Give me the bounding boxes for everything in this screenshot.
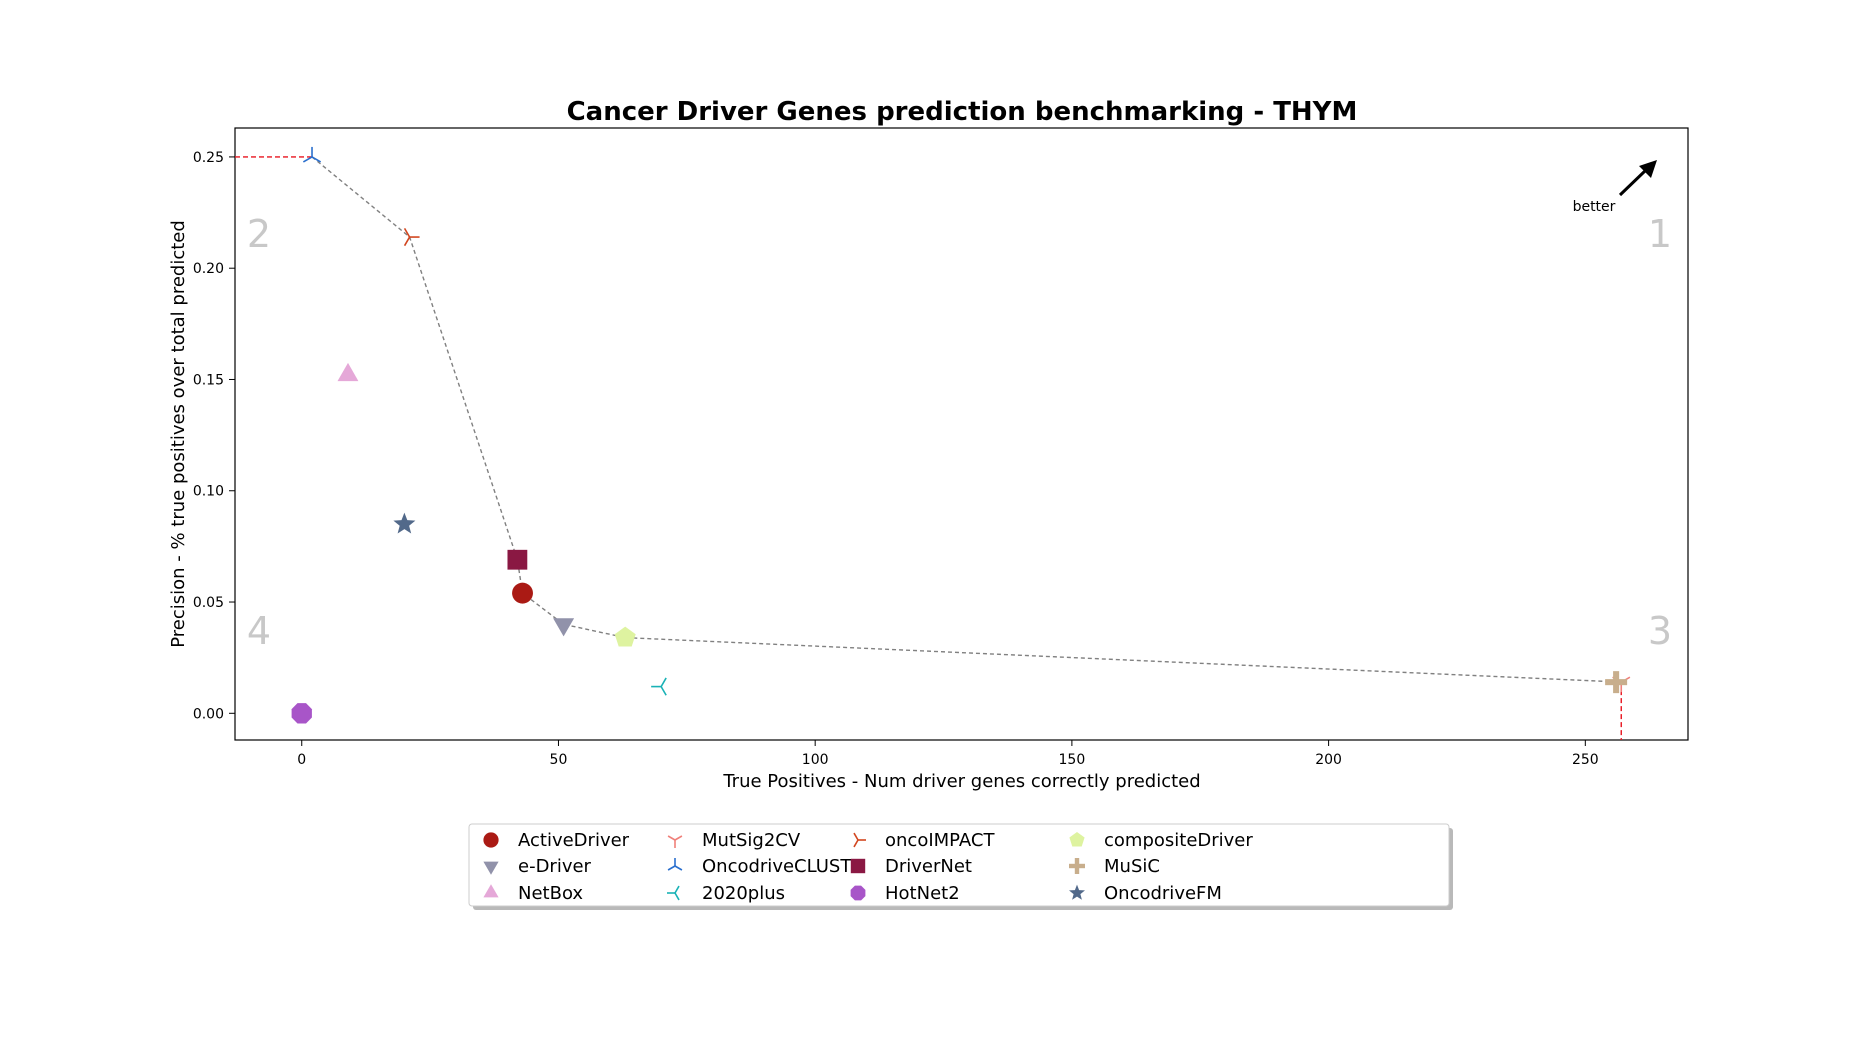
y-axis: 0.00 0.05 0.10 0.15 0.20 0.25 (193, 150, 235, 722)
x-tick-label: 250 (1572, 752, 1599, 768)
legend-label: MutSig2CV (702, 830, 801, 851)
quadrant-label-2: 2 (247, 212, 271, 256)
legend-label: e-Driver (518, 856, 592, 877)
legend-marker-e-driver (483, 861, 499, 875)
point-2020plus (651, 677, 667, 696)
plot-area (234, 127, 1689, 741)
y-tick-label: 0.20 (193, 261, 224, 277)
point-oncoimpact (403, 227, 420, 247)
pareto-front (311, 156, 1622, 683)
legend-marker-oncodrivefm (1069, 884, 1085, 900)
pareto-line (311, 156, 1622, 683)
y-tick-label: 0.25 (193, 150, 224, 166)
y-tick-label: 0.05 (193, 595, 224, 611)
legend-marker-oncoimpact (853, 832, 866, 848)
quadrant-label-4: 4 (247, 609, 271, 653)
legend: ActiveDriver e-Driver NetBox MutSig2CV Oncod… (468, 823, 1453, 910)
x-axis-label: True Positives - Num driver genes correc… (722, 771, 1200, 792)
legend-label: HotNet2 (885, 883, 960, 904)
legend-label: MuSiC (1104, 856, 1160, 877)
x-axis: 0 50 100 150 200 250 (297, 740, 1599, 768)
point-compositedriver (614, 626, 636, 647)
point-hotnet2 (291, 703, 312, 724)
legend-marker-oncodriveclust (667, 858, 683, 871)
point-activedriver (512, 582, 533, 604)
quadrant-label-1: 1 (1648, 212, 1672, 256)
x-tick-label: 150 (1059, 752, 1086, 768)
x-tick-label: 0 (297, 752, 306, 768)
point-oncodriveclust (302, 146, 322, 163)
legend-label: ActiveDriver (518, 830, 630, 851)
legend-label: OncodriveCLUST (702, 856, 852, 877)
legend-label: OncodriveFM (1104, 883, 1222, 904)
chart-title: Cancer Driver Genes prediction benchmark… (567, 97, 1358, 127)
point-music (1605, 671, 1628, 694)
guide-lines (235, 156, 1622, 740)
legend-marker-drivernet (850, 858, 866, 874)
legend-label: NetBox (518, 883, 583, 904)
quadrant-label-3: 3 (1648, 609, 1672, 653)
legend-marker-mutsig2cv (667, 835, 683, 848)
legend-label: 2020plus (702, 883, 785, 904)
y-tick-label: 0.00 (193, 706, 224, 722)
legend-label: compositeDriver (1104, 830, 1253, 851)
legend-marker-activedriver (483, 832, 499, 848)
point-oncodrivefm (393, 512, 416, 534)
x-tick-label: 50 (550, 752, 568, 768)
legend-label: oncoIMPACT (885, 830, 995, 851)
y-tick-label: 0.15 (193, 372, 224, 388)
point-netbox (337, 362, 359, 382)
legend-marker-hotnet2 (850, 885, 866, 901)
better-arrow-icon (1618, 160, 1657, 197)
y-axis-label: Precision - % true positives over total … (168, 220, 189, 648)
x-tick-label: 200 (1315, 752, 1342, 768)
legend-marker-music (1069, 858, 1085, 874)
legend-marker-compositedriver (1069, 832, 1085, 847)
data-points (291, 146, 1631, 724)
point-e-driver (553, 618, 575, 637)
point-drivernet (507, 549, 528, 570)
y-tick-label: 0.10 (193, 484, 224, 500)
legend-marker-netbox (483, 884, 499, 898)
legend-marker-2020plus (667, 885, 680, 901)
x-tick-label: 100 (802, 752, 829, 768)
better-label: better (1573, 199, 1616, 215)
legend-label: DriverNet (885, 856, 972, 877)
